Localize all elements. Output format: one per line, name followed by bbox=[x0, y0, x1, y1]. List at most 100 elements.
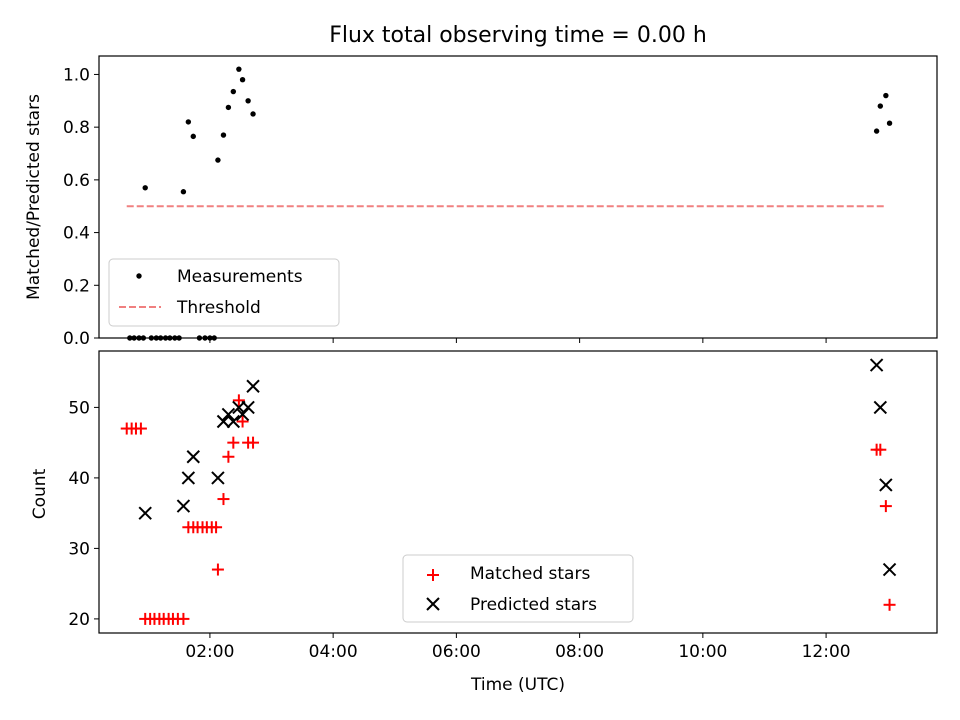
x-axis-label: Time (UTC) bbox=[470, 675, 565, 695]
legend-matched-marker bbox=[427, 569, 439, 581]
measurement-point bbox=[190, 133, 196, 140]
predicted-star-stroke-b bbox=[241, 400, 255, 415]
count-legend-box bbox=[402, 554, 634, 623]
count-y-tick-label: 30 bbox=[68, 539, 90, 559]
x-tick-label: 08:00 bbox=[555, 642, 604, 662]
measurement-point bbox=[220, 132, 227, 138]
matched-star-point bbox=[222, 450, 235, 463]
ratio-y-tick-label: 0.0 bbox=[63, 329, 90, 349]
ratio-marks bbox=[126, 66, 893, 341]
predicted-star-point bbox=[241, 400, 255, 415]
measurement-point bbox=[148, 335, 155, 341]
measurement-point bbox=[236, 66, 242, 72]
x-tick-label: 12:00 bbox=[802, 642, 851, 662]
measurement-point bbox=[162, 335, 169, 341]
ratio-y-ticks: 0.0 0.2 0.4 0.6 0.8 1.0 bbox=[63, 65, 99, 349]
x-tick-label: 06:00 bbox=[432, 642, 481, 662]
count-y-tick-label: 40 bbox=[68, 469, 90, 489]
measurement-point bbox=[873, 128, 880, 134]
count-y-tick-label: 50 bbox=[68, 398, 90, 418]
matched-star-point bbox=[227, 436, 240, 449]
count-y-axis-label: Count bbox=[30, 468, 50, 519]
predicted-star-point bbox=[181, 471, 196, 485]
predicted-star-point bbox=[246, 379, 260, 393]
legend-threshold-label: Threshold bbox=[176, 298, 261, 318]
matched-star-point bbox=[217, 493, 230, 506]
measurement-point bbox=[157, 335, 164, 341]
predicted-star-point bbox=[216, 414, 231, 429]
measurement-point bbox=[202, 335, 208, 341]
count-marks bbox=[120, 358, 897, 625]
legend-predicted-label: Predicted stars bbox=[470, 595, 597, 615]
measurement-point bbox=[883, 92, 889, 99]
predicted-star-stroke-b bbox=[235, 407, 250, 422]
ratio-y-tick-label: 0.8 bbox=[63, 118, 90, 138]
predicted-star-stroke-b bbox=[176, 499, 191, 513]
measurement-point bbox=[245, 98, 251, 104]
predicted-star-point bbox=[186, 450, 200, 464]
predicted-star-stroke-b bbox=[246, 379, 260, 393]
measurement-point bbox=[127, 335, 133, 341]
count-legend: Matched stars Predicted stars bbox=[402, 554, 634, 623]
matched-star-point bbox=[177, 612, 190, 625]
ratio-y-tick-label: 1.0 bbox=[63, 65, 90, 85]
predicted-star-stroke-b bbox=[882, 562, 897, 577]
ratio-y-tick-label: 0.6 bbox=[63, 171, 90, 191]
predicted-star-point bbox=[879, 478, 893, 492]
legend-matched-label: Matched stars bbox=[470, 564, 590, 584]
matched-star-point bbox=[236, 415, 249, 428]
predicted-star-stroke-b bbox=[216, 414, 231, 429]
ratio-panel: 0.0 0.2 0.4 0.6 0.8 1.0 Matched/Predicted sta… bbox=[24, 55, 938, 349]
measurement-point bbox=[142, 185, 148, 191]
measurement-point bbox=[167, 335, 173, 341]
predicted-star-stroke-b bbox=[879, 478, 893, 492]
predicted-star-point bbox=[882, 562, 897, 577]
count-y-ticks: 20 30 40 50 bbox=[68, 398, 99, 630]
predicted-star-point bbox=[176, 499, 191, 513]
matched-star-point bbox=[134, 422, 147, 435]
ratio-y-tick-label: 0.4 bbox=[63, 224, 90, 244]
measurement-point bbox=[230, 88, 237, 95]
legend-measurements-marker bbox=[136, 273, 142, 279]
x-tick-label: 10:00 bbox=[678, 642, 727, 662]
measurement-point bbox=[877, 103, 884, 109]
ratio-legend: Measurements Threshold bbox=[108, 258, 340, 327]
chart-title: Flux total observing time = 0.00 h bbox=[329, 23, 707, 48]
matched-star-point bbox=[247, 436, 260, 449]
legend-predicted-marker bbox=[426, 597, 440, 611]
predicted-star-stroke-b bbox=[873, 400, 888, 415]
predicted-star-point bbox=[138, 506, 152, 520]
predicted-star-stroke-b bbox=[211, 471, 225, 485]
predicted-star-stroke-b bbox=[181, 471, 196, 485]
measurement-point bbox=[153, 335, 160, 341]
predicted-star-stroke-b bbox=[221, 407, 236, 422]
x-tick-label: 04:00 bbox=[309, 642, 358, 662]
measurement-point bbox=[215, 157, 221, 163]
predicted-star-stroke-b bbox=[869, 358, 884, 372]
ratio-y-axis-label: Matched/Predicted stars bbox=[24, 94, 44, 300]
measurement-point bbox=[207, 335, 213, 341]
predicted-star-point bbox=[869, 358, 884, 372]
measurement-point bbox=[886, 120, 893, 126]
count-x-ticks: 02:00 04:00 06:00 08:00 10:00 12:00 bbox=[185, 633, 851, 662]
ratio-legend-box bbox=[108, 258, 340, 327]
predicted-star-point bbox=[873, 400, 888, 415]
measurement-point bbox=[239, 77, 246, 83]
measurement-point bbox=[172, 335, 178, 341]
predicted-star-point bbox=[235, 407, 250, 422]
count-y-tick-label: 20 bbox=[68, 610, 90, 630]
measurement-point bbox=[185, 119, 192, 125]
matched-star-point bbox=[874, 443, 887, 456]
measurement-point bbox=[196, 335, 203, 341]
matched-star-point bbox=[879, 500, 892, 513]
measurement-point bbox=[180, 189, 187, 195]
ratio-x-ticks bbox=[209, 338, 827, 343]
matched-star-point bbox=[232, 394, 245, 407]
matched-star-point bbox=[210, 521, 223, 534]
measurement-point bbox=[225, 104, 232, 111]
measurement-point bbox=[176, 335, 182, 341]
predicted-star-stroke-b bbox=[226, 414, 241, 429]
legend-measurements-label: Measurements bbox=[177, 267, 303, 287]
